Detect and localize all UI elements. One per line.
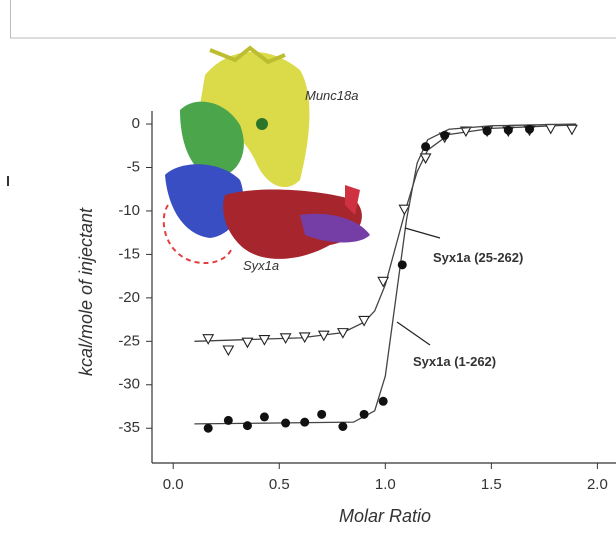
- y-tick-label: -30: [118, 376, 140, 393]
- point: [504, 126, 513, 135]
- point: [300, 418, 309, 427]
- series-label: Syx1a (25-262): [433, 250, 523, 265]
- point: [421, 142, 430, 151]
- point: [223, 346, 233, 355]
- point: [243, 421, 252, 430]
- point: [242, 338, 252, 347]
- x-tick-label: 0.0: [163, 476, 184, 493]
- x-tick-label: 1.0: [375, 476, 396, 493]
- point: [281, 419, 290, 428]
- point: [259, 336, 269, 345]
- point: [338, 422, 347, 431]
- x-tick-label: 1.5: [481, 476, 502, 493]
- inset-label: Munc18a: [305, 88, 358, 103]
- y-tick-label: -35: [118, 419, 140, 436]
- leader-line: [397, 322, 430, 345]
- x-tick-label: 2.0: [587, 476, 608, 493]
- inset-label: Syx1a: [243, 258, 279, 273]
- y-tick-label: -20: [118, 289, 140, 306]
- point: [567, 125, 577, 134]
- y-tick-label: -10: [118, 202, 140, 219]
- y-tick-label: -5: [127, 158, 140, 175]
- point: [204, 424, 213, 433]
- point: [483, 126, 492, 135]
- y-tick-label: -15: [118, 245, 140, 262]
- series-label: Syx1a (1-262): [413, 354, 496, 369]
- point: [398, 260, 407, 269]
- protein-structure: [164, 48, 370, 263]
- leader-line: [405, 228, 440, 238]
- text-box: [11, 0, 616, 38]
- point: [360, 410, 369, 419]
- y-tick-label: 0: [132, 115, 140, 132]
- point: [440, 131, 449, 140]
- point: [317, 410, 326, 419]
- point: [546, 124, 556, 133]
- point: [224, 416, 233, 425]
- point: [260, 412, 269, 421]
- point: [203, 335, 213, 344]
- y-tick-label: -25: [118, 332, 140, 349]
- point: [379, 397, 388, 406]
- point: [525, 125, 534, 134]
- x-tick-label: 0.5: [269, 476, 290, 493]
- x-axis-label: Molar Ratio: [339, 506, 431, 526]
- fit-line: [194, 124, 576, 424]
- y-axis-label: kcal/mole of injectant: [76, 207, 96, 376]
